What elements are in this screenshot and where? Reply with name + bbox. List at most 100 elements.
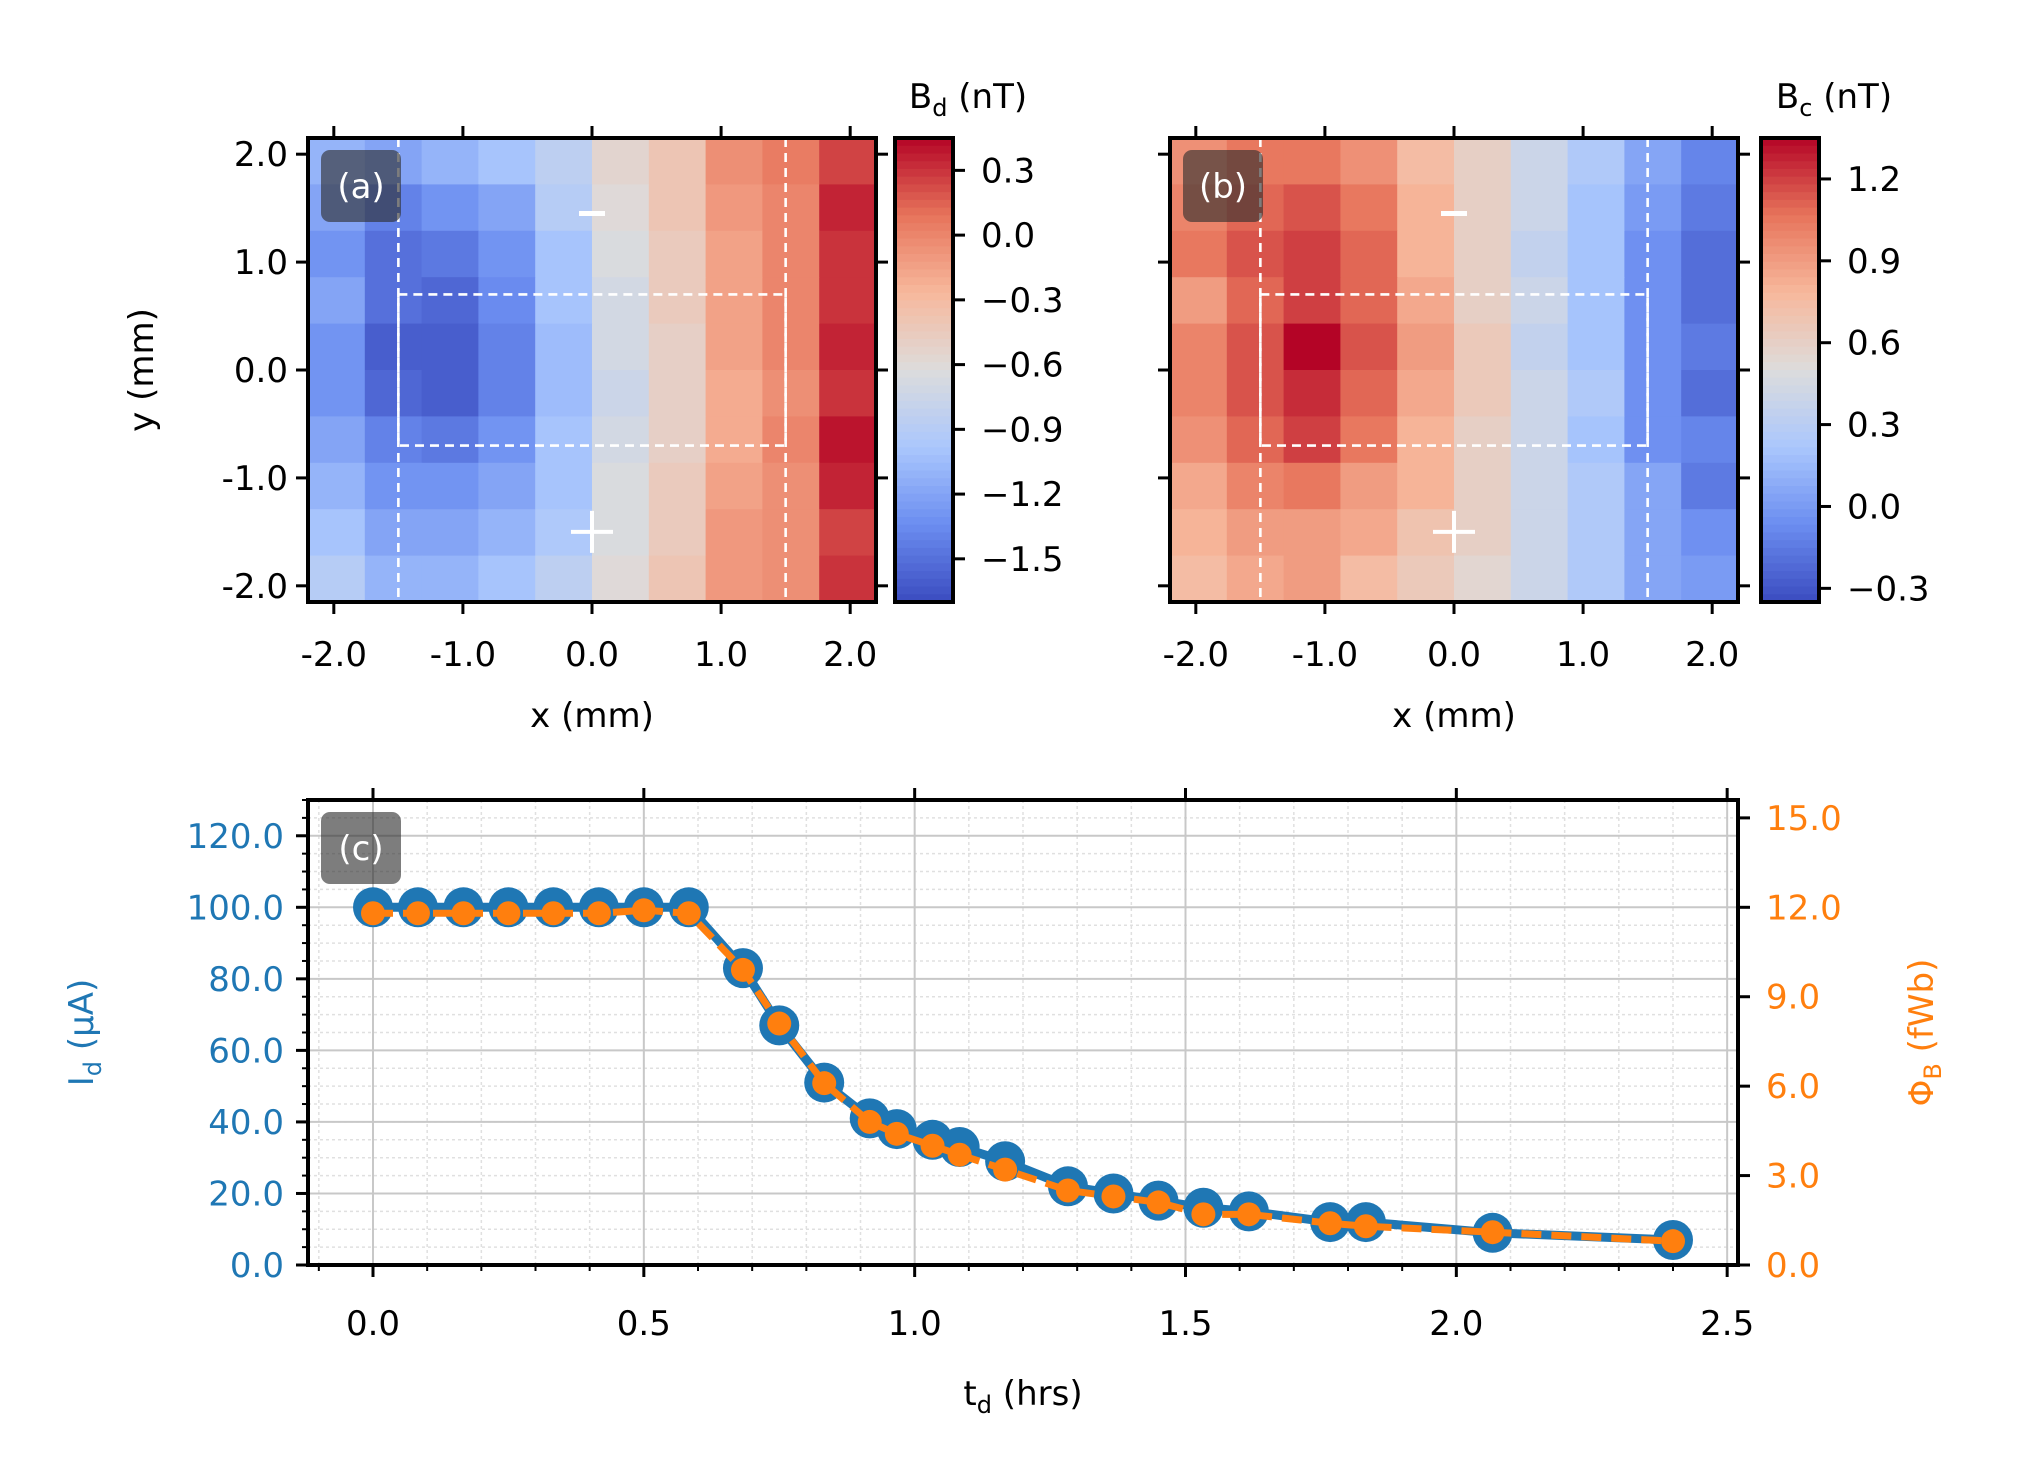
heatmap-cell bbox=[535, 184, 593, 232]
colorbar-segment bbox=[895, 370, 953, 379]
series-flux-point bbox=[920, 1133, 945, 1158]
heatmap-cell bbox=[1170, 462, 1228, 510]
heatmap-cell bbox=[762, 462, 820, 510]
heatmap-cell bbox=[1624, 555, 1682, 603]
y-axis-label-left-unit: (μA) bbox=[62, 979, 102, 1061]
colorbar-label: Bd (nT) bbox=[909, 77, 1027, 122]
heatmap-cell bbox=[1624, 370, 1682, 417]
x-tick-label: 2.0 bbox=[823, 635, 877, 675]
heatmap-cell bbox=[1226, 230, 1285, 278]
colorbar-segment bbox=[1761, 547, 1819, 557]
colorbar-segment bbox=[895, 555, 953, 565]
heatmap-cell bbox=[478, 416, 536, 464]
colorbar-label: Bc (nT) bbox=[1776, 77, 1892, 122]
heatmap-cell bbox=[421, 184, 479, 232]
panel-c-line-chart: (c) 0.0 0.5 1.0 1.5 2.0 2.5 0.0 20.0 40.0 60.0 80.0… bbox=[62, 788, 1947, 1419]
heatmap-cell bbox=[1340, 555, 1398, 603]
colorbar-segment bbox=[895, 246, 953, 255]
heatmap-cell bbox=[819, 323, 877, 371]
colorbar-segment bbox=[895, 277, 953, 286]
colorbar-segment bbox=[895, 138, 953, 147]
heatmap-cell bbox=[1567, 230, 1625, 278]
series-flux-point bbox=[676, 901, 701, 926]
heatmap-cell bbox=[1510, 230, 1569, 278]
colorbar-segment bbox=[895, 254, 953, 263]
colorbar-segment bbox=[1761, 168, 1819, 178]
colorbar-segment bbox=[895, 540, 953, 549]
colorbar-segment bbox=[895, 315, 953, 325]
colorbar-segment bbox=[1761, 393, 1819, 402]
heatmap-cell bbox=[1510, 462, 1569, 510]
colorbar-tick-label: 0.9 bbox=[1847, 242, 1901, 282]
heatmap-cell bbox=[1567, 509, 1625, 557]
colorbar-segment bbox=[1761, 555, 1819, 565]
colorbar-segment bbox=[1761, 524, 1819, 534]
heatmap-cell bbox=[705, 277, 763, 325]
heatmap-cell bbox=[762, 184, 820, 232]
heatmap-cell bbox=[421, 509, 479, 557]
x-tick-label: -2.0 bbox=[301, 635, 367, 675]
series-flux-point bbox=[451, 901, 476, 926]
colorbar-segment bbox=[895, 308, 953, 317]
heatmap-cell bbox=[1681, 370, 1739, 417]
colorbar-label-unit: (nT) bbox=[947, 77, 1027, 117]
y-axis-label-right: ΦB (fWb) bbox=[1902, 959, 1947, 1107]
series-flux-point bbox=[1353, 1214, 1378, 1239]
heatmap-cell bbox=[819, 277, 877, 325]
colorbar-segment bbox=[1761, 470, 1819, 480]
colorbar-segment bbox=[895, 408, 953, 418]
heatmap-cell bbox=[308, 277, 366, 325]
colorbar-segment bbox=[1761, 230, 1819, 240]
x-tick-label: 0.5 bbox=[617, 1304, 671, 1344]
colorbar-segment bbox=[895, 192, 953, 201]
heatmap-cell bbox=[1283, 555, 1341, 603]
heatmap-cell bbox=[1567, 416, 1625, 464]
heatmap-cell bbox=[1340, 138, 1398, 185]
heatmap-cell bbox=[1283, 184, 1341, 232]
panel-label-badge bbox=[321, 150, 401, 222]
y-tick-label: -2.0 bbox=[222, 567, 288, 607]
colorbar-segment bbox=[895, 153, 953, 162]
heatmap-cell bbox=[592, 230, 650, 278]
heatmap-cell bbox=[1397, 230, 1455, 278]
panel-label: (c) bbox=[338, 829, 383, 869]
heatmap-cell bbox=[1567, 277, 1625, 325]
colorbar-tick-label: 0.0 bbox=[981, 216, 1035, 256]
colorbar-segment bbox=[895, 385, 953, 394]
heatmap-cell bbox=[1681, 230, 1739, 278]
heatmap-cell bbox=[762, 323, 820, 371]
heatmap-cell bbox=[1454, 277, 1512, 325]
colorbar-segment bbox=[1761, 339, 1819, 348]
heatmap-cell bbox=[478, 277, 536, 325]
heatmap-cell bbox=[1567, 323, 1625, 371]
heatmap-cell bbox=[1170, 277, 1228, 325]
colorbar-segment bbox=[1761, 138, 1819, 147]
colorbar-frame bbox=[893, 136, 955, 604]
colorbar-tick-label: −0.3 bbox=[1847, 569, 1930, 609]
y-tick-label-left: 20.0 bbox=[208, 1174, 284, 1214]
series-flux-point bbox=[405, 901, 430, 926]
heatmap-cell bbox=[1624, 462, 1682, 510]
heatmap-cell bbox=[819, 509, 877, 557]
heatmap-cell bbox=[592, 416, 650, 464]
y-tick-label-right: 6.0 bbox=[1766, 1067, 1820, 1107]
y-tick-label-right: 3.0 bbox=[1766, 1157, 1820, 1197]
heatmap-cell bbox=[762, 416, 820, 464]
series-flux-point bbox=[884, 1121, 909, 1146]
colorbar-segment bbox=[895, 323, 953, 333]
heatmap-cell bbox=[648, 416, 707, 464]
x-axis-label: td (hrs) bbox=[963, 1374, 1082, 1419]
colorbar-segment bbox=[895, 284, 953, 294]
series-flux-point bbox=[1101, 1184, 1126, 1209]
heatmap-cell bbox=[421, 370, 479, 417]
heatmap-cell bbox=[421, 555, 479, 603]
colorbar-segment bbox=[1761, 308, 1819, 317]
heatmap-cell bbox=[421, 462, 479, 510]
heatmap-cell bbox=[1454, 416, 1512, 464]
heatmap-cell bbox=[1681, 555, 1739, 603]
colorbar-segment bbox=[895, 486, 953, 495]
heatmap-cell bbox=[1283, 370, 1341, 417]
series-flux-point bbox=[857, 1109, 882, 1134]
heatmap-cell bbox=[819, 462, 877, 510]
